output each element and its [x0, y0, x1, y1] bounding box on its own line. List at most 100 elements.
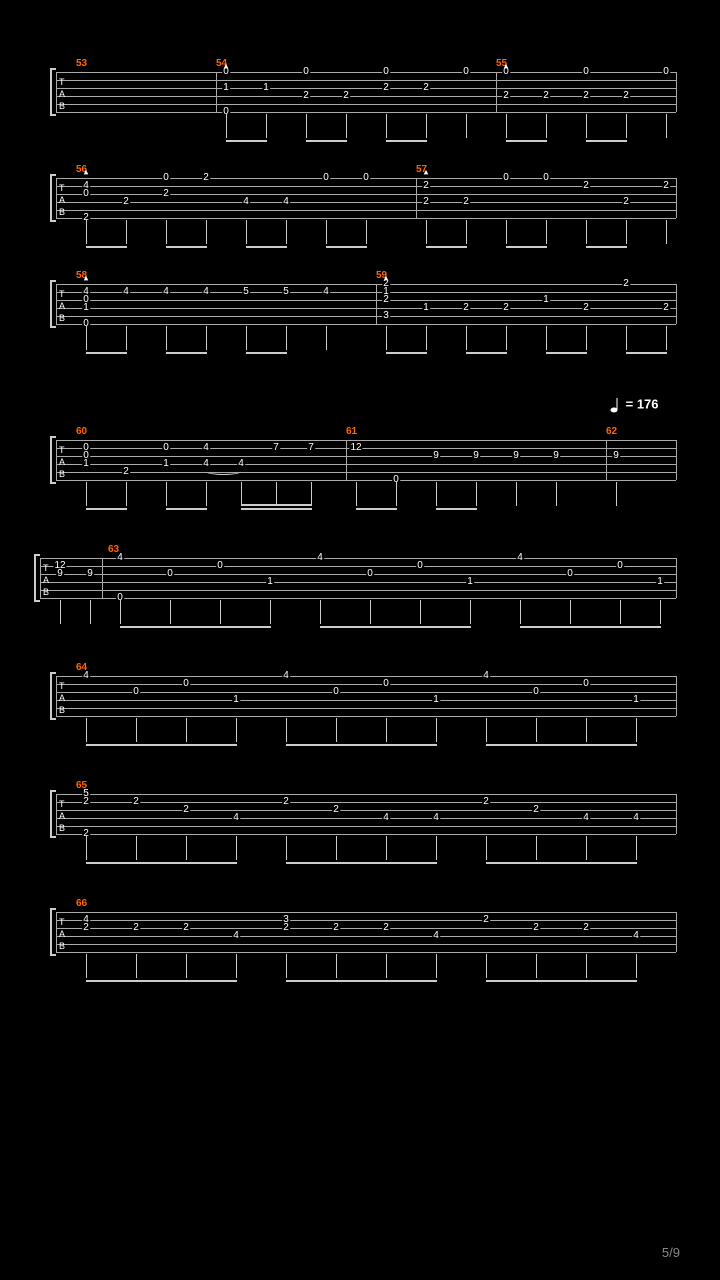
note-stem: [386, 954, 387, 978]
accent-caret-icon: ▴: [424, 167, 429, 178]
fret-number: 9: [472, 451, 480, 461]
note-stem: [86, 482, 87, 506]
staff-line: [56, 218, 676, 219]
note-stem: [356, 482, 357, 506]
fret-number: 0: [216, 561, 224, 571]
note-stem: [326, 326, 327, 350]
note-stem: [320, 600, 321, 624]
fret-number: 4: [282, 671, 290, 681]
measure-number: 62: [606, 426, 617, 437]
fret-number: 4: [582, 813, 590, 823]
tab-clef-letter: T: [59, 800, 65, 809]
staff-line: [56, 826, 676, 827]
barline: [676, 912, 677, 952]
beam: [356, 508, 397, 510]
note-stem: [386, 114, 387, 138]
beam: [486, 744, 637, 746]
fret-number: 0: [82, 189, 90, 199]
staff-line: [56, 802, 676, 803]
staff-line: [56, 936, 676, 937]
note-stem: [286, 954, 287, 978]
note-stem: [426, 220, 427, 244]
fret-number: 4: [482, 671, 490, 681]
tab-clef-letter: A: [59, 694, 65, 703]
tab-clef-letter: T: [43, 564, 49, 573]
staff-line: [56, 480, 676, 481]
barline: [56, 794, 57, 834]
note-stem: [426, 326, 427, 350]
barline: [676, 440, 677, 480]
fret-number: 0: [162, 443, 170, 453]
fret-number: 2: [342, 91, 350, 101]
note-stem: [666, 326, 667, 350]
beam: [320, 626, 471, 628]
accent-caret-icon: ▴: [384, 273, 389, 284]
barline: [40, 558, 41, 598]
note-stem: [486, 954, 487, 978]
tab-clef-letter: B: [59, 824, 65, 833]
fret-number: 2: [582, 923, 590, 933]
fret-number: 0: [532, 687, 540, 697]
note-stem: [166, 220, 167, 244]
beam: [520, 626, 661, 628]
note-stem: [206, 326, 207, 350]
fret-number: 2: [482, 915, 490, 925]
beam: [286, 862, 437, 864]
note-stem: [546, 326, 547, 350]
fret-number: 2: [122, 197, 130, 207]
tab-clef-letter: T: [59, 918, 65, 927]
staff-line: [56, 202, 676, 203]
note-stem: [626, 326, 627, 350]
fret-number: 4: [202, 287, 210, 297]
fret-number: 0: [462, 67, 470, 77]
beam: [426, 246, 467, 248]
fret-number: 1: [162, 459, 170, 469]
fret-number: 2: [332, 923, 340, 933]
beam: [241, 508, 312, 510]
note-stem: [486, 718, 487, 742]
note-stem: [386, 836, 387, 860]
note-stem: [136, 954, 137, 978]
note-stem: [266, 114, 267, 138]
note-stem: [126, 326, 127, 350]
tab-clef-letter: T: [59, 78, 65, 87]
fret-number: 2: [282, 797, 290, 807]
fret-number: 2: [282, 923, 290, 933]
fret-number: 2: [622, 279, 630, 289]
note-stem: [370, 600, 371, 624]
fret-number: 2: [82, 797, 90, 807]
staff-line: [40, 598, 676, 599]
note-stem: [470, 600, 471, 624]
fret-number: 0: [302, 67, 310, 77]
fret-number: 2: [532, 923, 540, 933]
fret-number: 2: [182, 923, 190, 933]
note-stem: [556, 482, 557, 506]
note-stem: [436, 954, 437, 978]
note-stem: [86, 718, 87, 742]
tab-clef-letter: B: [59, 470, 65, 479]
note-stem: [506, 220, 507, 244]
note-stem: [286, 220, 287, 244]
beam: [586, 246, 627, 248]
tab-clef-letter: A: [43, 576, 49, 585]
barline: [216, 72, 217, 112]
fret-number: 4: [242, 197, 250, 207]
fret-number: 1: [82, 459, 90, 469]
note-stem: [236, 718, 237, 742]
fret-number: 2: [462, 197, 470, 207]
note-stem: [186, 836, 187, 860]
staff-line: [56, 952, 676, 953]
fret-number: 4: [122, 287, 130, 297]
fret-number: 2: [422, 181, 430, 191]
barline: [56, 912, 57, 952]
note-stem: [336, 718, 337, 742]
beam: [166, 246, 207, 248]
staff-line: [40, 590, 676, 591]
note-stem: [466, 326, 467, 350]
fret-number: 5: [282, 287, 290, 297]
staff-line: [56, 834, 676, 835]
note-stem: [170, 600, 171, 624]
fret-number: 4: [516, 553, 524, 563]
fret-number: 0: [566, 569, 574, 579]
staff-line: [56, 292, 676, 293]
